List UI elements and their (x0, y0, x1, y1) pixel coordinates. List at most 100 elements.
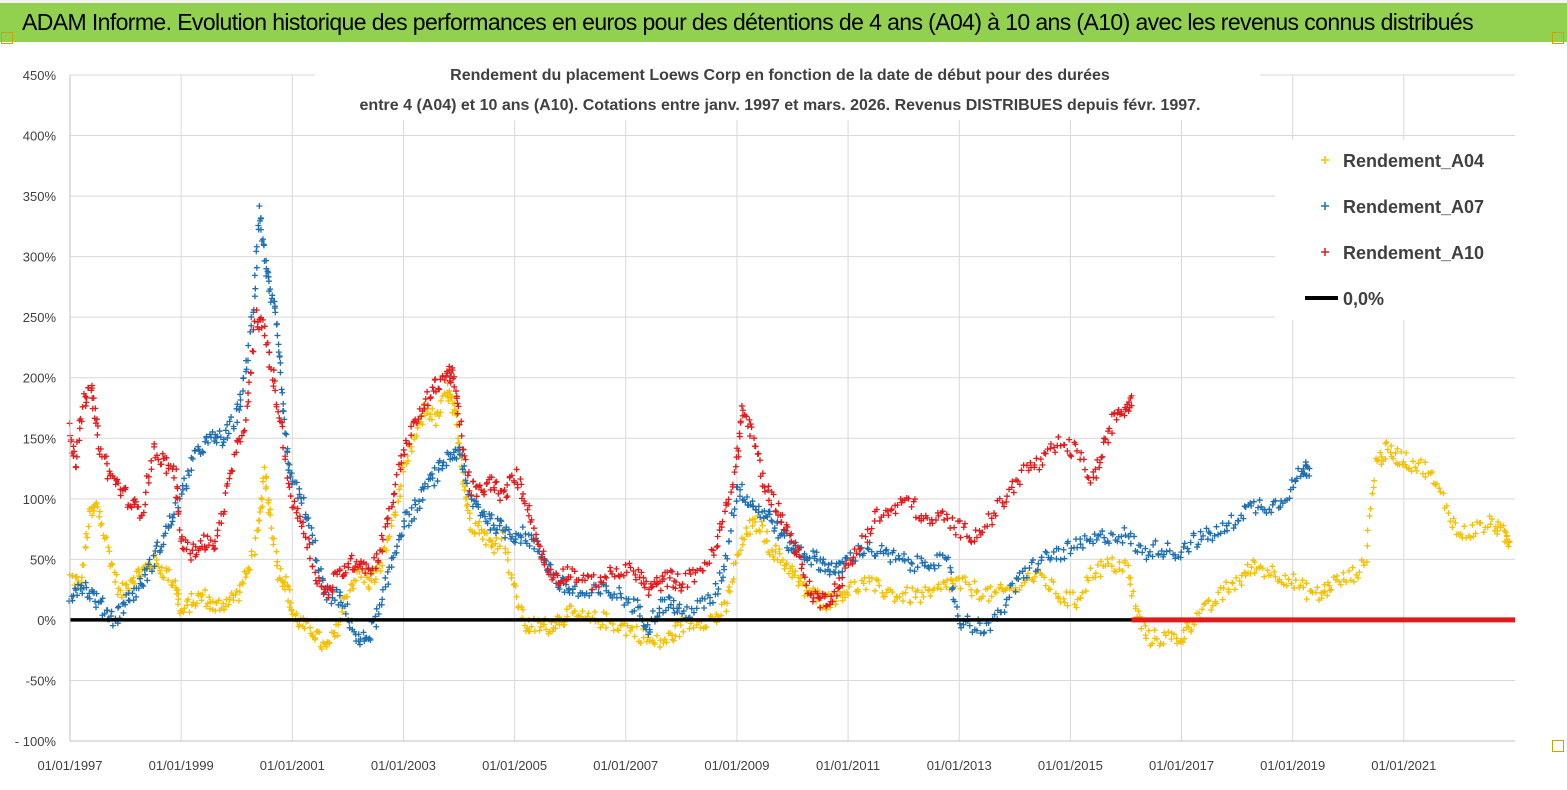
data-point (142, 489, 149, 496)
data-point (1127, 530, 1134, 537)
data-point (677, 621, 684, 628)
data-point (300, 519, 307, 526)
data-point (912, 594, 919, 601)
data-point (1090, 540, 1097, 547)
data-point (173, 494, 180, 501)
data-point (669, 568, 676, 575)
data-point (1023, 574, 1030, 581)
data-point (905, 556, 912, 563)
data-point (845, 591, 852, 598)
data-point (443, 462, 450, 469)
data-point (502, 534, 509, 541)
data-point (985, 510, 992, 517)
data-point (286, 461, 293, 468)
data-point (286, 484, 293, 491)
data-point (857, 545, 864, 552)
data-point (185, 472, 192, 479)
data-point (586, 592, 593, 599)
data-point (935, 512, 942, 519)
data-point (268, 366, 275, 373)
data-point (280, 400, 287, 407)
data-point (251, 272, 258, 279)
data-point (293, 610, 300, 617)
data-point (269, 292, 276, 299)
data-point (276, 353, 283, 360)
data-point (421, 480, 428, 487)
data-point (1050, 549, 1057, 556)
data-point (741, 536, 748, 543)
data-point (651, 641, 658, 648)
data-point (808, 590, 815, 597)
data-point (971, 538, 978, 545)
data-point (617, 590, 624, 597)
data-point (864, 539, 871, 546)
data-point (1080, 456, 1087, 463)
data-point (250, 326, 257, 333)
data-point (193, 600, 200, 607)
data-point (856, 551, 863, 558)
data-point (175, 511, 182, 518)
data-point (1263, 510, 1270, 517)
data-point (237, 403, 244, 410)
data-point (912, 514, 919, 521)
data-point (166, 566, 173, 573)
data-point (939, 508, 946, 515)
data-point (957, 534, 964, 541)
data-point (991, 588, 998, 595)
data-point (245, 398, 252, 405)
data-point (931, 565, 938, 572)
data-point (736, 493, 743, 500)
data-point (1006, 594, 1013, 601)
data-point (624, 599, 631, 606)
data-point (951, 598, 958, 605)
data-point (1371, 477, 1378, 484)
data-point (995, 585, 1002, 592)
data-point (445, 398, 452, 405)
data-point (418, 413, 425, 420)
data-point (170, 474, 177, 481)
data-point (609, 620, 616, 627)
data-point (400, 446, 407, 453)
data-point (947, 564, 954, 571)
data-point (1050, 578, 1057, 585)
data-point (948, 569, 955, 576)
data-point (966, 622, 973, 629)
data-point (1215, 589, 1222, 596)
data-point (1057, 442, 1064, 449)
data-point (1033, 455, 1040, 462)
data-point (528, 623, 535, 630)
data-point (505, 526, 512, 533)
data-point (1209, 537, 1216, 544)
data-point (424, 402, 431, 409)
data-point (496, 543, 503, 550)
data-point (1290, 484, 1297, 491)
data-point (987, 627, 994, 634)
data-point (253, 264, 260, 271)
data-point (984, 523, 991, 530)
data-point (382, 523, 389, 530)
data-point (808, 561, 815, 568)
data-point (968, 592, 975, 599)
data-point (684, 584, 691, 591)
data-point (831, 581, 838, 588)
data-point (1403, 449, 1410, 456)
data-point (660, 576, 667, 583)
data-point (831, 588, 838, 595)
data-point (484, 520, 491, 527)
data-point (1077, 594, 1084, 601)
data-point (75, 581, 82, 588)
data-point (1064, 447, 1071, 454)
data-point (649, 608, 656, 615)
data-point (922, 559, 929, 566)
data-point (889, 589, 896, 596)
data-point (1292, 577, 1299, 584)
data-point (319, 575, 326, 582)
data-point (662, 607, 669, 614)
data-point (713, 544, 720, 551)
data-point (877, 548, 884, 555)
data-point (1012, 588, 1019, 595)
data-point (318, 646, 325, 653)
data-point (483, 530, 490, 537)
data-point (888, 506, 895, 513)
data-point (170, 463, 177, 470)
